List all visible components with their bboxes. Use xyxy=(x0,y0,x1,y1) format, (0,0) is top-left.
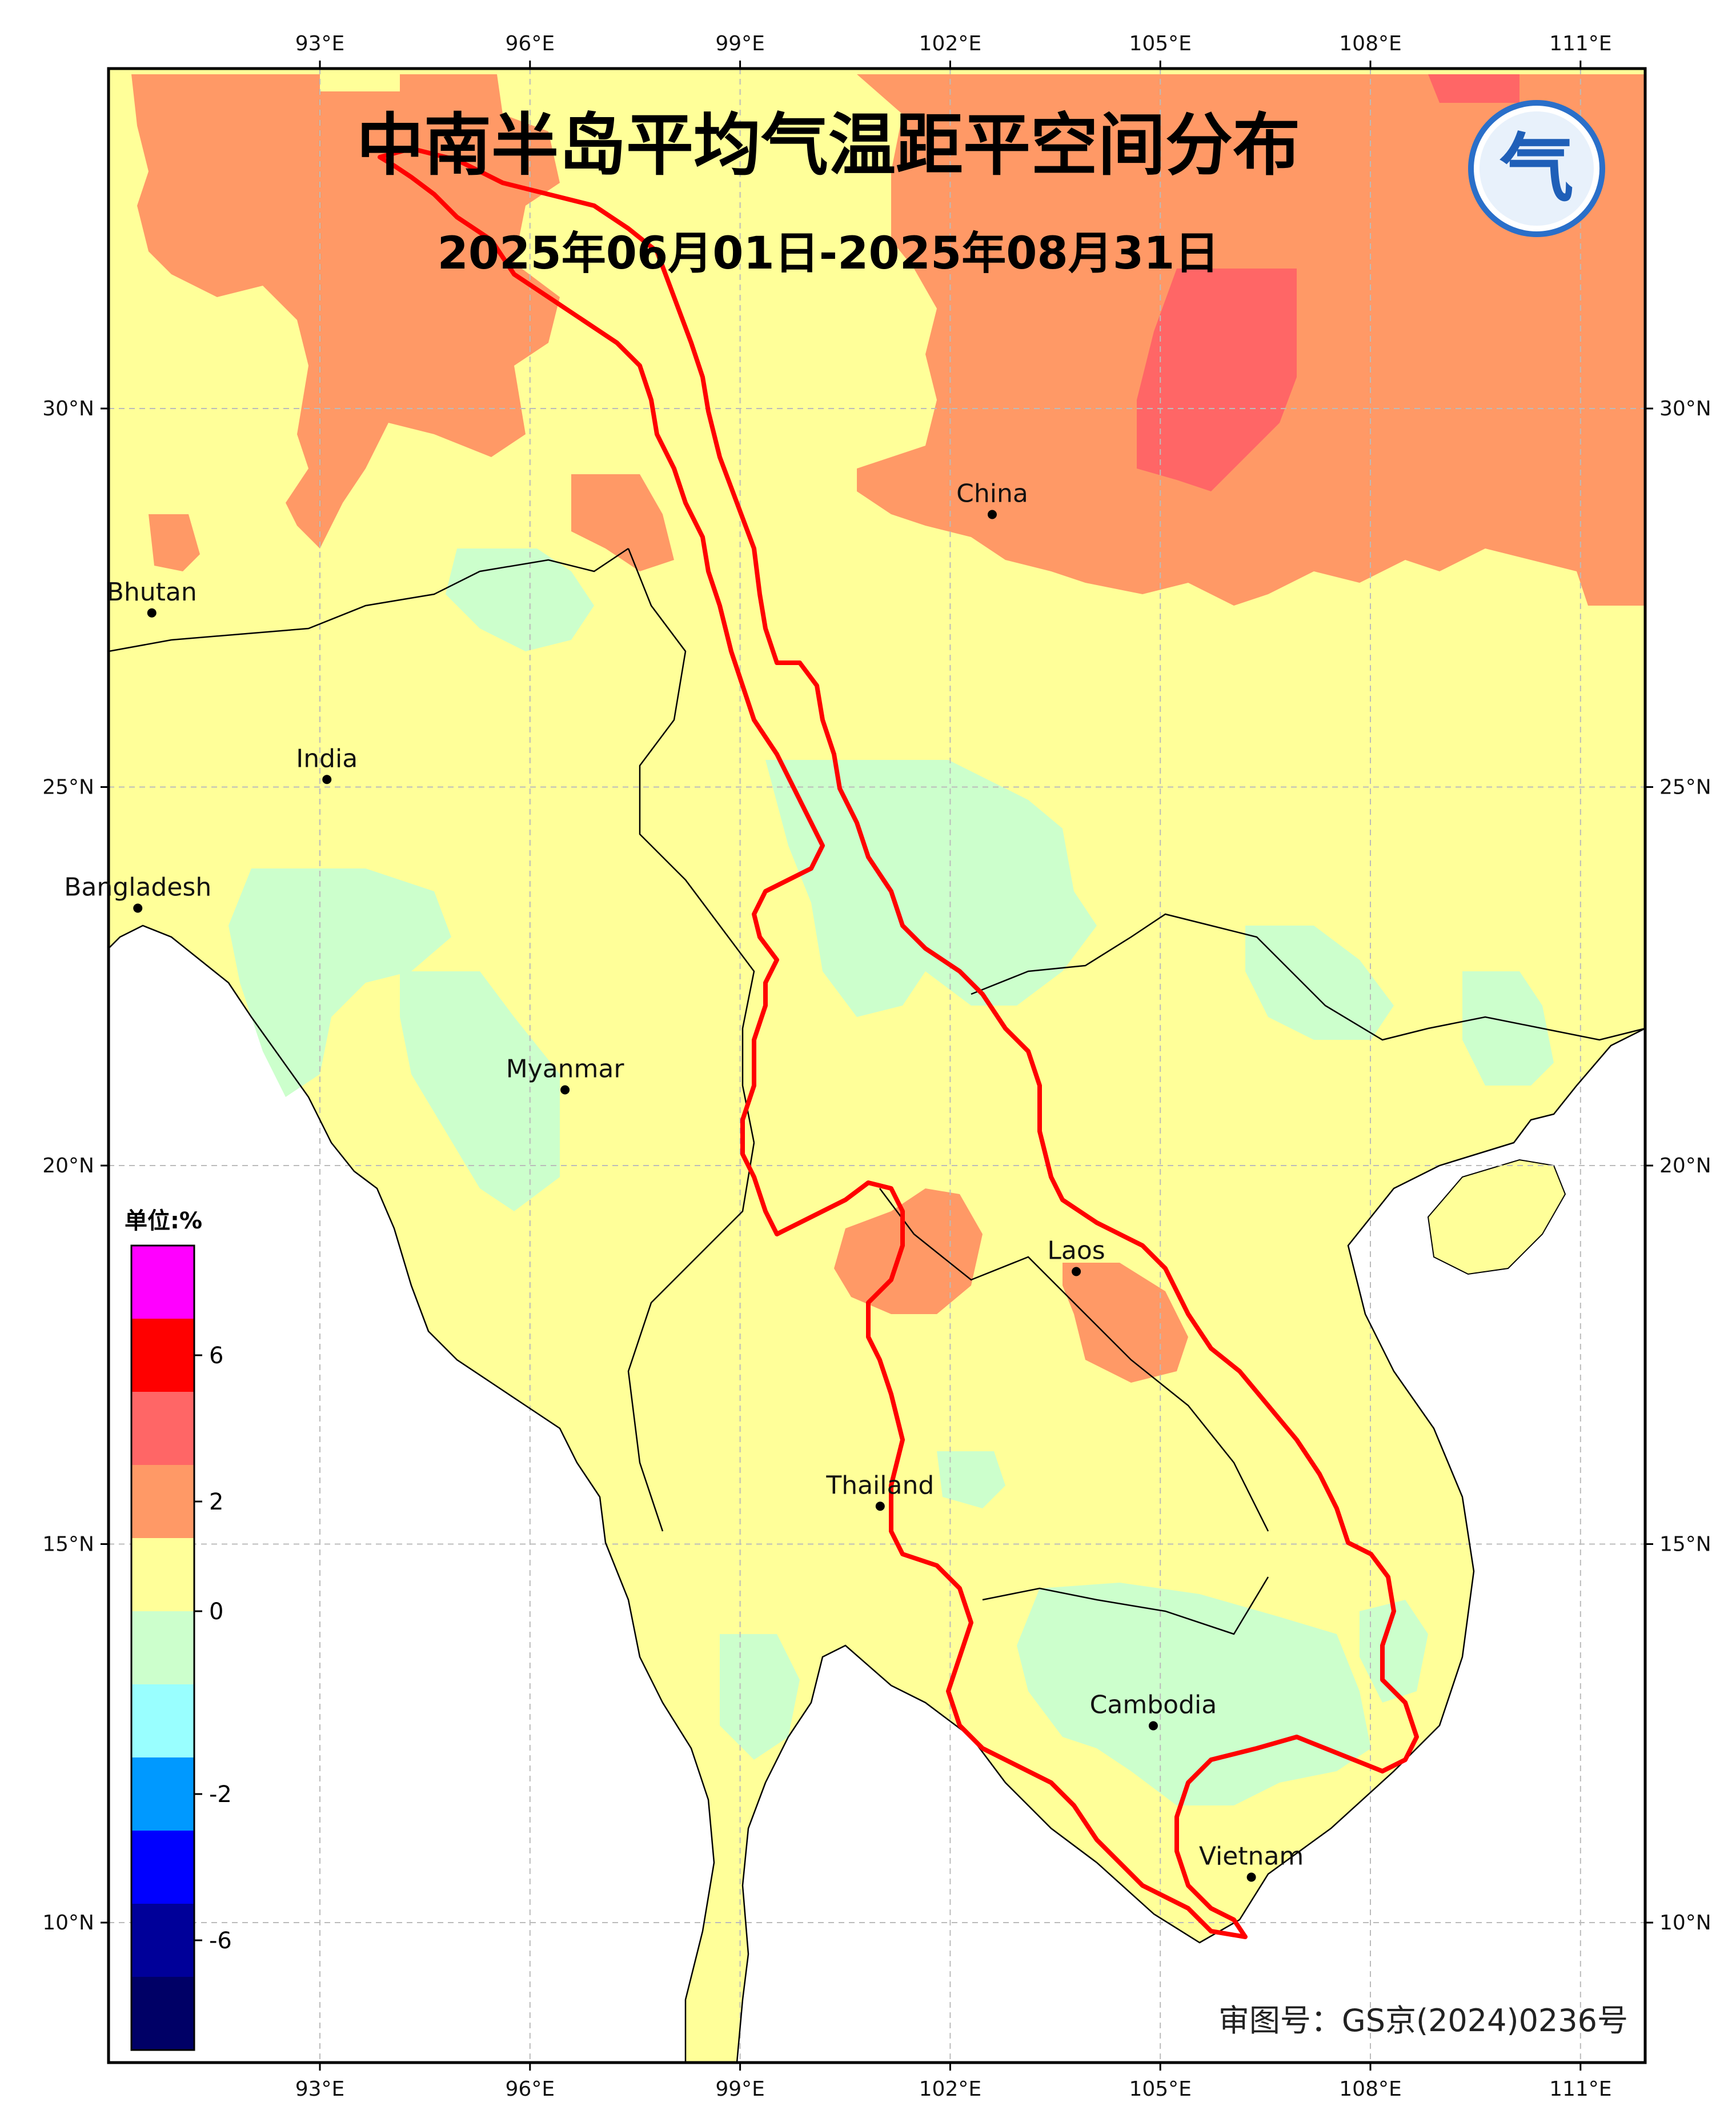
place-marker xyxy=(987,510,997,519)
place-label: Myanmar xyxy=(506,1055,625,1084)
indochina-internal-borders xyxy=(627,1142,1269,1635)
lon-label-bottom: 105°E xyxy=(1129,2077,1191,2101)
lat-label-right: 10°N xyxy=(1659,1911,1711,1935)
colorbar-tick-label: -6 xyxy=(209,1928,232,1954)
lat-label-right: 15°N xyxy=(1659,1533,1711,1556)
place-label: Bangladesh xyxy=(64,873,211,902)
colorbar-segment xyxy=(131,1904,194,1977)
place-label: Cambodia xyxy=(1090,1691,1217,1720)
colorbar-unit: 单位:% xyxy=(125,1208,202,1234)
place-labels: China Bhutan India Bangladesh Myanmar Laos Tha… xyxy=(64,479,1304,1882)
myanmar-central-cool-region xyxy=(400,971,560,1211)
colorbar-tick-label: 2 xyxy=(209,1489,223,1515)
logo: 气 xyxy=(1468,100,1605,237)
place-marker xyxy=(1148,1721,1158,1731)
hot-anomaly-regions xyxy=(1137,74,1519,491)
laos-warm-region xyxy=(1063,1263,1188,1383)
thailand-laos-warm-region xyxy=(834,1188,983,1314)
mainland-coastline xyxy=(736,1027,1646,2063)
map-grid xyxy=(109,69,1645,2063)
place-marker xyxy=(133,903,143,913)
colorbar-tick-label: 0 xyxy=(209,1599,223,1625)
lat-label-left: 30°N xyxy=(42,397,94,421)
myanmar-border xyxy=(627,548,755,1143)
colorbar-tick-label: 6 xyxy=(209,1343,223,1369)
tibet-south-warm-region xyxy=(571,474,674,571)
colorbar-segment xyxy=(131,1757,194,1831)
place-marker xyxy=(322,775,332,784)
place-label: China xyxy=(956,479,1028,509)
colorbar-tick-label: -2 xyxy=(209,1781,232,1808)
tibet-warm-region xyxy=(131,74,560,548)
bhutan-warm-region xyxy=(149,514,200,571)
place-marker xyxy=(875,1502,885,1511)
place-label: Thailand xyxy=(825,1471,934,1500)
colorbar-frame xyxy=(130,1244,195,2051)
map-subtitle: 2025年06月01日-2025年08月31日 xyxy=(438,228,1220,279)
lat-label-left: 15°N xyxy=(42,1533,94,1556)
place-label: Laos xyxy=(1047,1236,1105,1266)
lon-label-top: 108°E xyxy=(1339,32,1401,55)
place-label: Vietnam xyxy=(1199,1842,1304,1871)
colorbar-segment xyxy=(131,1246,194,1319)
colorbar-segment xyxy=(131,1611,194,1684)
place-marker xyxy=(1246,1872,1256,1882)
lat-label-left: 25°N xyxy=(42,776,94,799)
guangxi-cool-region xyxy=(1245,926,1394,1040)
hainan-island xyxy=(1427,1159,1566,1275)
approval-number: 审图号：GS京(2024)0236号 xyxy=(1218,2003,1628,2039)
lon-label-bottom: 102°E xyxy=(919,2077,981,2101)
lon-label-bottom: 111°E xyxy=(1549,2077,1611,2101)
lon-label-top: 102°E xyxy=(919,32,981,55)
india-china-border xyxy=(108,547,629,652)
lon-label-top: 96°E xyxy=(506,32,555,55)
map-title: 中南半岛平均气温距平空间分布 xyxy=(356,106,1300,185)
logo-inner xyxy=(1480,111,1594,226)
lat-label-left: 10°N xyxy=(42,1911,94,1935)
myanmar-west-cool-region xyxy=(228,868,451,1097)
colorbar-segment xyxy=(131,1465,194,1538)
colorbar-segment xyxy=(131,1538,194,1611)
colorbar-segment xyxy=(131,1977,194,2050)
colorbar-segment xyxy=(131,1392,194,1465)
lon-label-bottom: 108°E xyxy=(1339,2077,1401,2101)
china-south-border xyxy=(971,913,1646,1041)
lat-label-right: 25°N xyxy=(1659,776,1711,799)
cool-anomaly-regions xyxy=(228,548,1554,1805)
colorbar: 单位:% 6 2 0 -2 -6 xyxy=(125,1208,232,2051)
lon-label-top: 99°E xyxy=(715,32,765,55)
logo-glyph: 气 xyxy=(1500,125,1574,212)
lon-label-top: 111°E xyxy=(1549,32,1611,55)
place-marker xyxy=(147,608,157,618)
lon-label-top: 93°E xyxy=(295,32,345,55)
colorbar-segment xyxy=(131,1319,194,1392)
northeast-hot-region xyxy=(1428,74,1519,103)
place-label: India xyxy=(296,744,358,773)
place-label: Bhutan xyxy=(107,578,197,607)
guangdong-cool-region xyxy=(1462,971,1554,1086)
mekong-basin-outline xyxy=(378,146,1419,1939)
colorbar-segment xyxy=(131,1684,194,1757)
thailand-central-cool-region xyxy=(937,1451,1005,1508)
lat-label-right: 20°N xyxy=(1659,1154,1711,1178)
axis-ticks: 93°E 93°E 96°E 96°E 99°E 99°E 102°E 102°E 105°E 1… xyxy=(42,32,1711,2101)
place-marker xyxy=(1072,1267,1081,1276)
colorbar-segment xyxy=(131,1831,194,1904)
myanmar-north-cool-region xyxy=(446,548,594,651)
coastlines xyxy=(108,547,1646,2063)
map-frame xyxy=(107,67,1647,2064)
place-marker xyxy=(560,1085,570,1095)
lat-label-left: 20°N xyxy=(42,1154,94,1178)
west-coastline xyxy=(108,924,715,2063)
yunnan-cool-region xyxy=(765,760,1097,1017)
lon-label-bottom: 93°E xyxy=(295,2077,345,2101)
lon-label-top: 105°E xyxy=(1129,32,1191,55)
lon-label-bottom: 99°E xyxy=(715,2077,765,2101)
lon-label-bottom: 96°E xyxy=(506,2077,555,2101)
sichuan-hot-region xyxy=(1137,269,1297,491)
cambodia-cool-region xyxy=(1017,1583,1371,1805)
vietnam-south-cool-region xyxy=(1360,1600,1428,1703)
lat-label-right: 30°N xyxy=(1659,397,1711,421)
